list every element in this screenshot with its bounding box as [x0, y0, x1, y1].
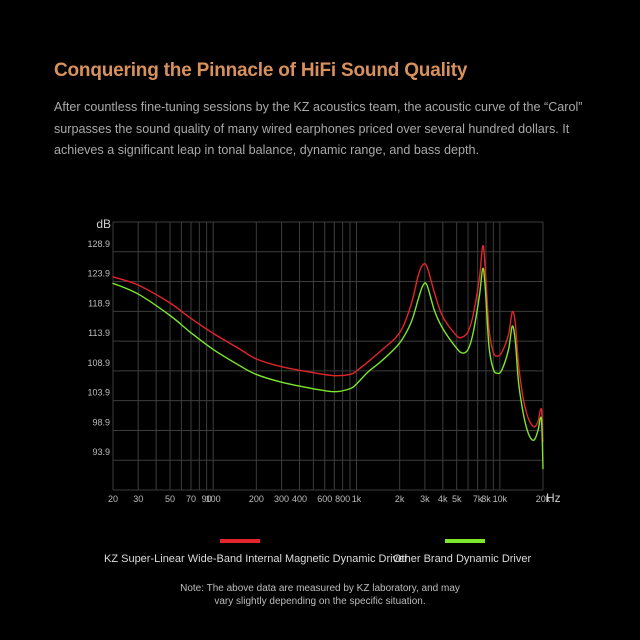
y-tick-label: 123.9	[87, 269, 110, 279]
page-title: Conquering the Pinnacle of HiFi Sound Qu…	[54, 60, 468, 81]
x-tick-label: 50	[165, 494, 175, 504]
x-tick-label: 10k	[493, 494, 508, 504]
x-tick-label: 30	[133, 494, 143, 504]
x-tick-label: 7k	[473, 494, 483, 504]
x-axis-unit: Hz	[546, 491, 561, 505]
x-tick-label: 2k	[395, 494, 405, 504]
series-line-other	[112, 267, 544, 470]
x-tick-label: 20	[108, 494, 118, 504]
x-tick-label: 100	[206, 494, 221, 504]
note-line-1: Note: The above data are measured by KZ …	[180, 583, 460, 594]
measurement-note: Note: The above data are measured by KZ …	[0, 582, 640, 608]
x-tick-label: 8k	[481, 494, 491, 504]
x-tick-label: 20k	[536, 494, 551, 504]
y-tick-label: 108.9	[87, 358, 110, 368]
x-tick-label: 600	[317, 494, 332, 504]
x-tick-label: 90	[202, 494, 212, 504]
x-tick-label: 3k	[420, 494, 430, 504]
note-line-2: vary slightly depending on the specific …	[214, 596, 426, 607]
y-tick-label: 118.9	[88, 298, 110, 308]
x-tick-label: 300	[274, 494, 289, 504]
legend-label-other: Other Brand Dynamic Driver	[393, 553, 532, 565]
x-tick-label: 70	[186, 494, 196, 504]
x-tick-label: 1k	[352, 494, 362, 504]
x-tick-label: 4k	[438, 494, 448, 504]
legend-swatch-other	[445, 539, 485, 543]
x-tick-label: 200	[249, 494, 264, 504]
y-tick-label: 113.9	[88, 328, 110, 338]
y-tick-label: 103.9	[87, 388, 110, 398]
page-description: After countless fine-tuning sessions by …	[54, 100, 583, 157]
legend-swatch-kz	[220, 539, 260, 543]
x-tick-label: 800	[335, 494, 350, 504]
legend-item-other: Other Brand Dynamic Driver	[393, 539, 553, 569]
y-tick-label: 93.9	[92, 447, 110, 457]
series-line-kz	[112, 244, 544, 443]
y-tick-label: 98.9	[92, 417, 110, 427]
legend-label-kz: KZ Super-Linear Wide-Band Internal Magne…	[104, 553, 408, 565]
x-tick-label: 400	[292, 494, 307, 504]
legend-item-kz: KZ Super-Linear Wide-Band Internal Magne…	[104, 539, 408, 569]
y-tick-label: 128.9	[87, 239, 110, 249]
y-axis-unit: dB	[96, 217, 111, 231]
x-tick-label: 5k	[452, 494, 462, 504]
